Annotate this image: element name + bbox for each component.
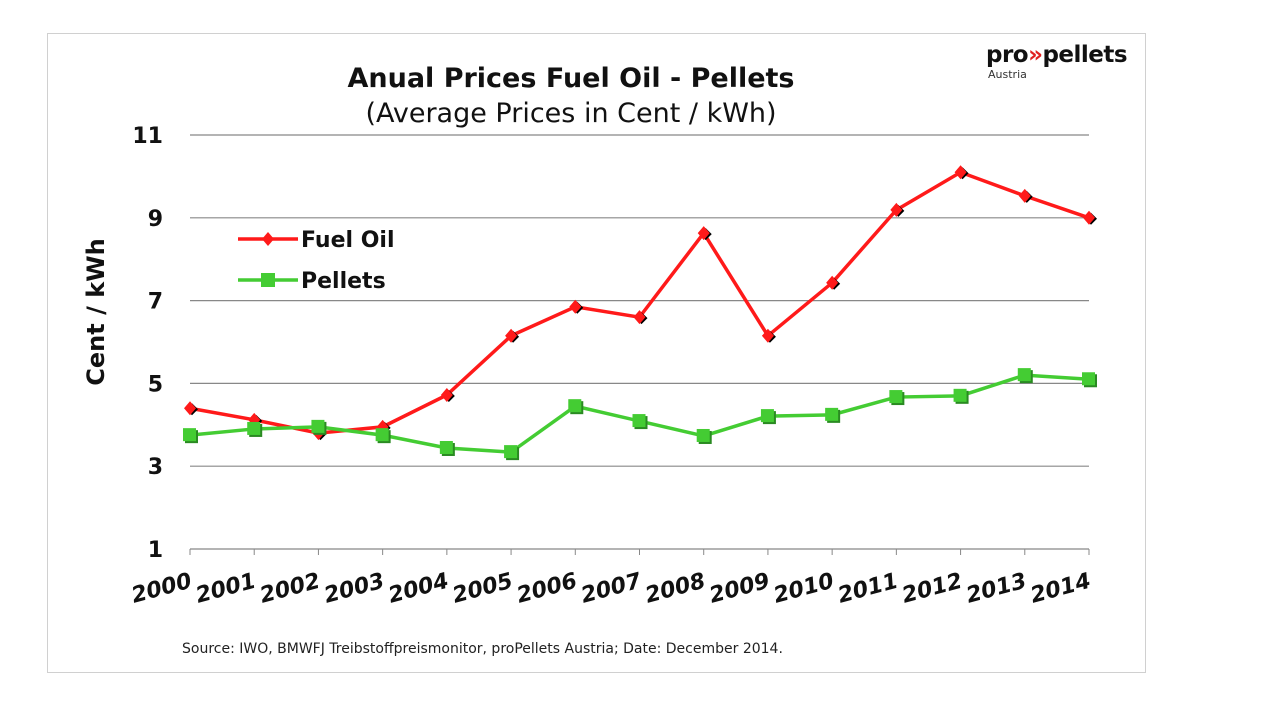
data-point-pellets <box>1017 368 1031 382</box>
data-point-fuel-oil <box>505 328 518 343</box>
data-point-pellets <box>568 399 582 413</box>
propellets-logo: pro»pellets Austria <box>986 42 1128 81</box>
logo-arrows: » <box>1028 42 1043 68</box>
x-tick-label: 2005 <box>450 569 516 609</box>
x-tick-label: 2008 <box>643 569 709 609</box>
data-point-fuel-oil <box>890 202 903 217</box>
data-point-fuel-oil <box>826 275 839 290</box>
y-tick-label: 9 <box>148 207 163 232</box>
logo-suffix: pellets <box>1042 42 1128 68</box>
x-tick-label: 2002 <box>257 569 323 609</box>
chart-frame <box>47 33 1146 673</box>
y-tick-label: 3 <box>148 455 163 480</box>
data-point-pellets <box>1082 372 1095 386</box>
source-note: Source: IWO, BMWFJ Treibstoffpreismonito… <box>182 641 783 657</box>
data-point-pellets <box>696 428 710 442</box>
y-tick-label: 1 <box>148 538 163 563</box>
data-point-pellets <box>247 421 261 435</box>
chart-title: Anual Prices Fuel Oil - Pellets <box>347 63 794 94</box>
legend-label: Pellets <box>301 269 386 294</box>
y-tick-label: 5 <box>148 372 163 397</box>
data-point-fuel-oil <box>633 310 646 325</box>
legend-marker <box>262 232 274 246</box>
y-tick-label: 7 <box>148 290 163 315</box>
data-point-pellets <box>825 407 839 421</box>
data-point-pellets <box>632 414 646 428</box>
legend-label: Fuel Oil <box>301 228 395 253</box>
data-point-fuel-oil <box>184 401 196 416</box>
data-point-pellets <box>439 440 453 454</box>
series-line-pellets <box>189 373 1090 454</box>
data-point-fuel-oil <box>569 299 582 314</box>
data-point-pellets <box>311 419 325 433</box>
y-axis-label: Cent / kWh <box>82 238 110 385</box>
x-tick-label: 2009 <box>707 569 773 609</box>
data-point-pellets <box>504 445 518 459</box>
x-tick-label: 2000 <box>129 569 195 609</box>
data-point-pellets <box>375 428 389 442</box>
data-point-pellets <box>889 390 903 404</box>
data-point-fuel-oil <box>697 226 710 241</box>
x-tick-label: 2014 <box>1028 569 1094 609</box>
x-tick-label: 2004 <box>386 569 452 609</box>
x-tick-label: 2011 <box>835 569 901 609</box>
data-point-fuel-oil <box>440 387 453 402</box>
chart-subtitle: (Average Prices in Cent / kWh) <box>365 98 776 129</box>
data-point-pellets <box>760 409 774 423</box>
legend-marker <box>261 273 275 287</box>
data-point-fuel-oil <box>954 165 967 180</box>
data-point-fuel-oil <box>1083 210 1095 225</box>
data-point-pellets <box>183 428 196 442</box>
x-tick-label: 2013 <box>964 569 1030 609</box>
x-tick-label: 2010 <box>771 569 837 609</box>
x-tick-label: 2012 <box>900 569 966 609</box>
x-tick-label: 2001 <box>193 569 259 609</box>
x-tick-label: 2006 <box>514 569 580 609</box>
data-point-fuel-oil <box>1018 188 1031 203</box>
x-tick-label: 2007 <box>578 568 644 608</box>
data-point-pellets <box>953 388 967 402</box>
data-point-fuel-oil <box>761 328 774 343</box>
x-tick-label: 2003 <box>322 569 388 609</box>
logo-subtitle: Austria <box>988 68 1027 81</box>
y-tick-label: 11 <box>132 124 163 149</box>
logo-prefix: pro <box>986 42 1029 68</box>
